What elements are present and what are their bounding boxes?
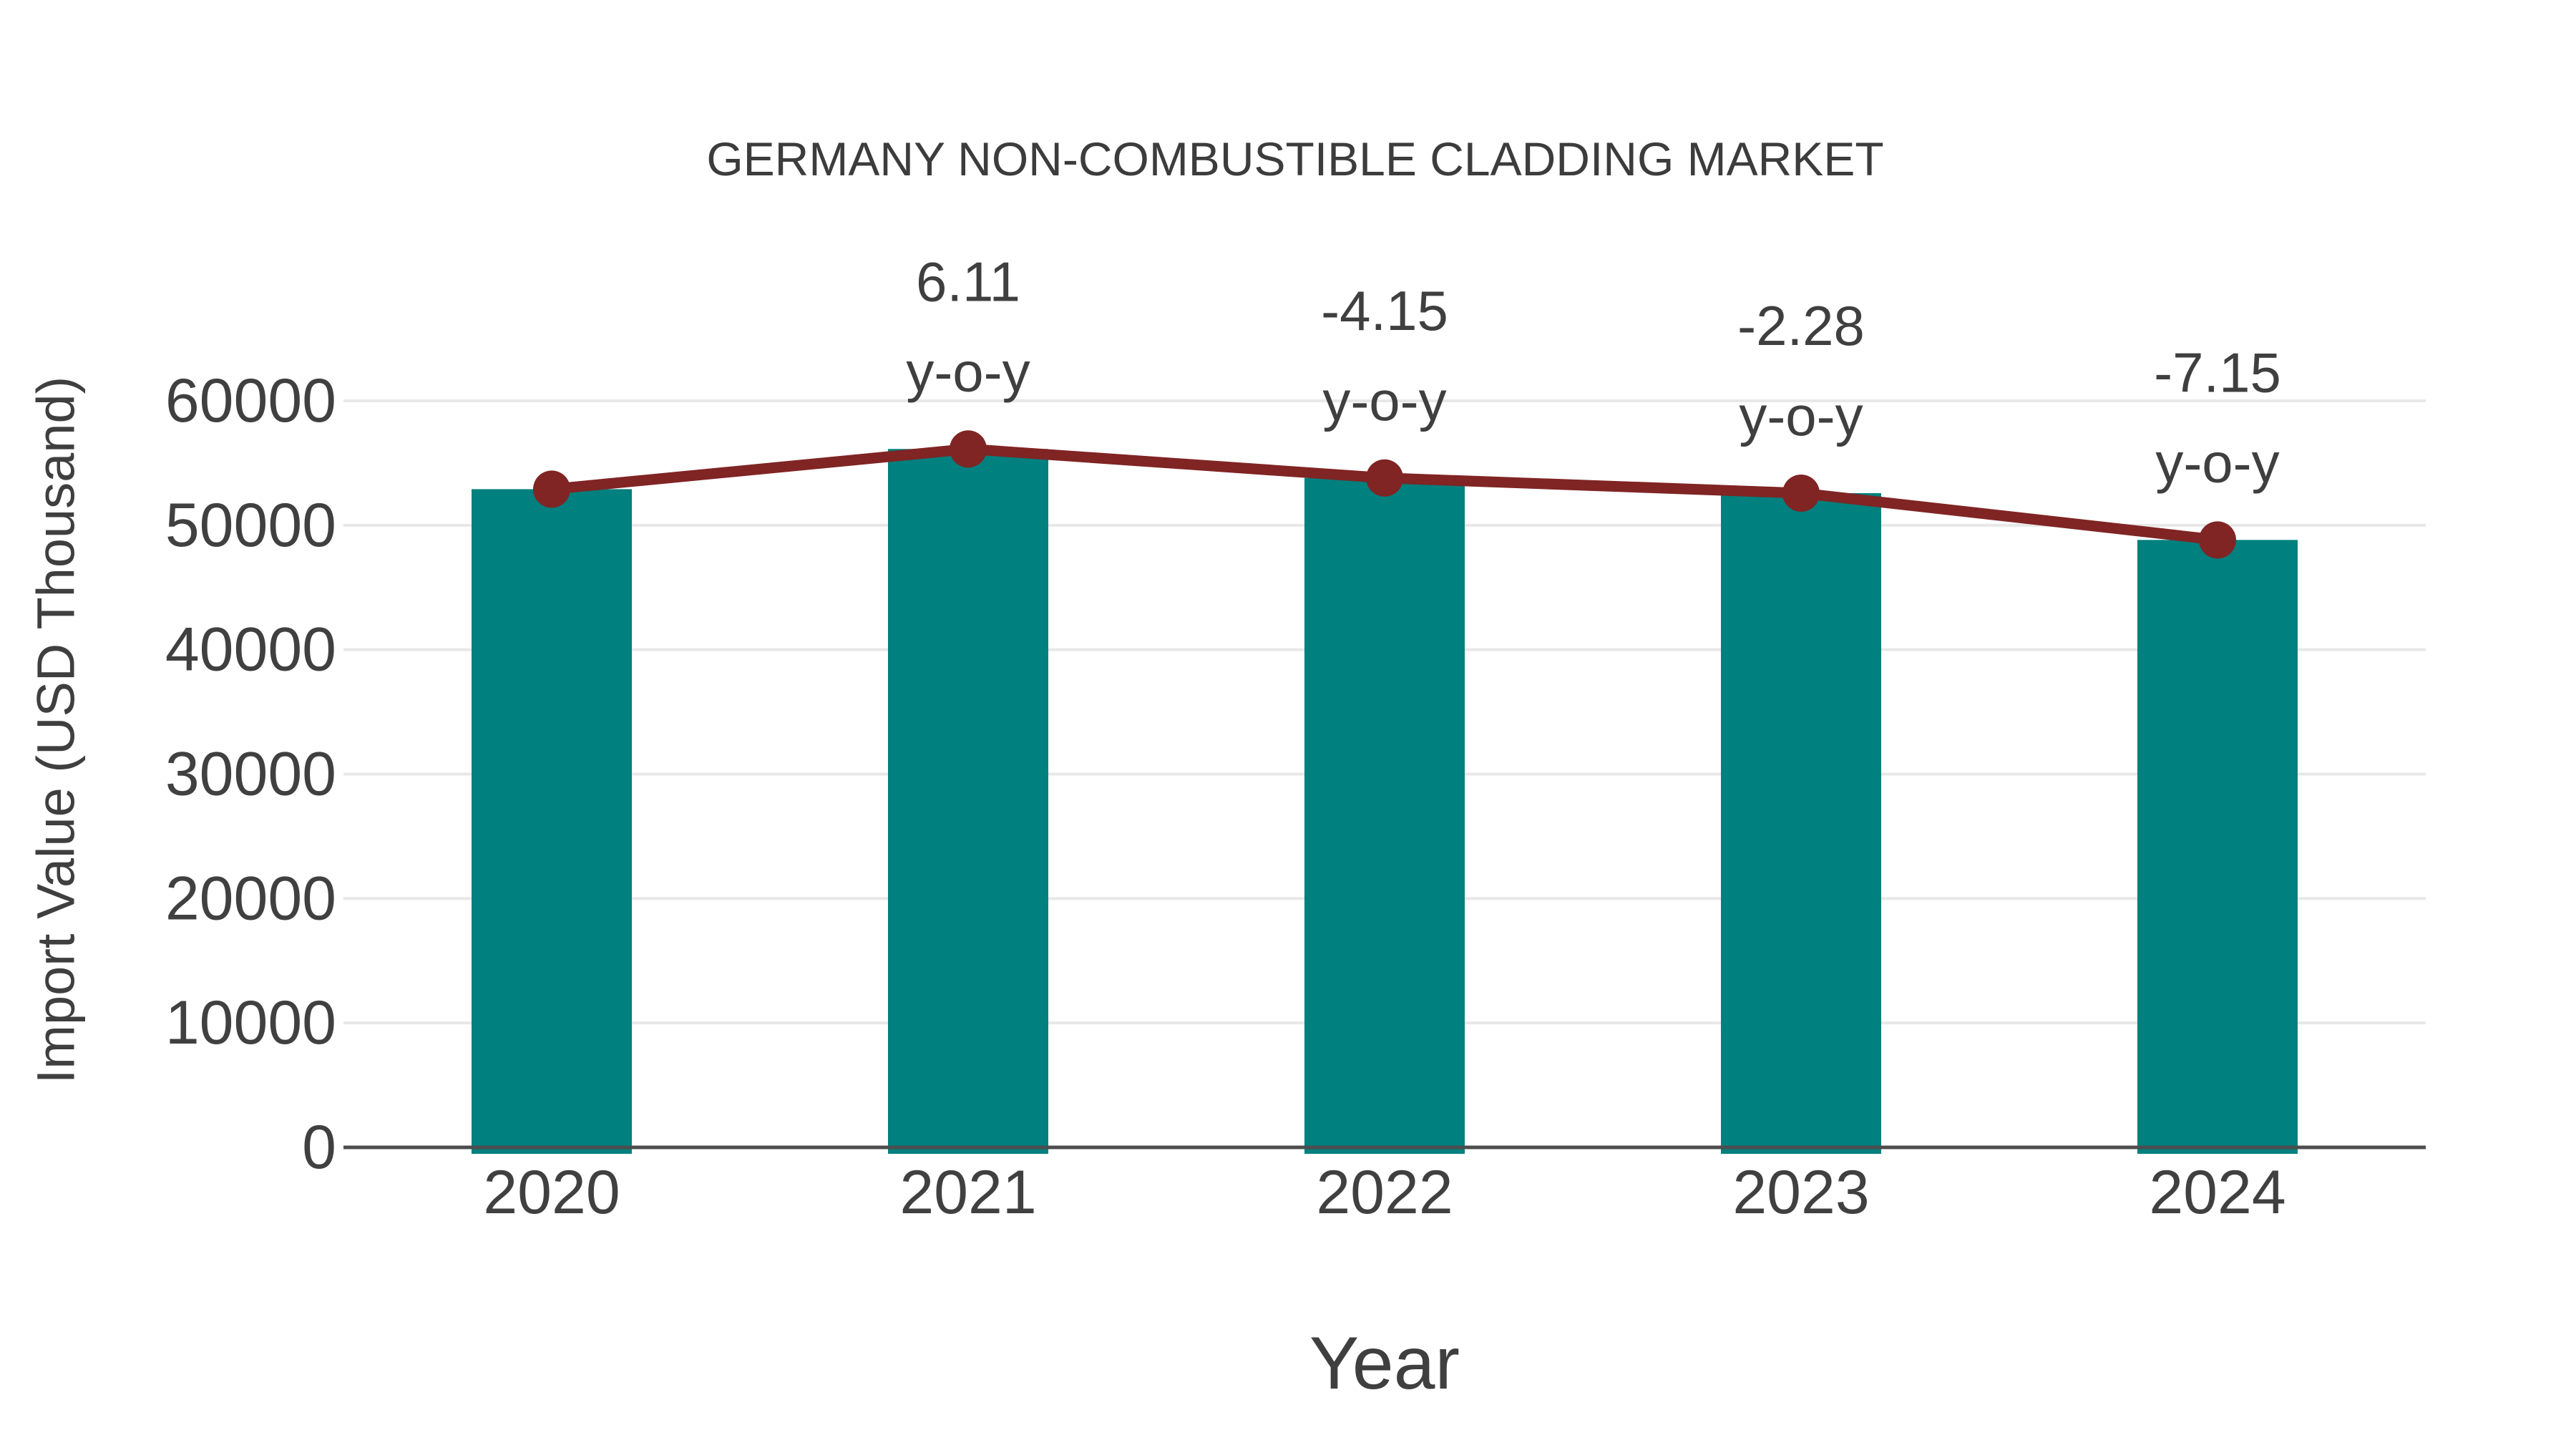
bar <box>1721 492 1881 1154</box>
annotation-value: -4.15 <box>1321 279 1448 342</box>
bar <box>472 489 632 1154</box>
annotation-value: -2.28 <box>1737 294 1865 357</box>
y-tick-labels: 0 10000 20000 30000 40000 50000 60000 <box>165 366 336 1182</box>
yoy-annotations: 6.11 y-o-y -4.15 y-o-y -2.28 y-o-y -7.15 y-o-y <box>906 250 2281 494</box>
x-tick-label: 2021 <box>899 1158 1036 1227</box>
y-tick-label: 10000 <box>165 988 336 1057</box>
trend-marker <box>1366 459 1403 497</box>
x-axis-label: Year <box>1309 1322 1460 1405</box>
trend-marker <box>950 430 987 468</box>
trend-marker <box>533 470 570 508</box>
trend-marker <box>2199 521 2236 559</box>
annotation-unit: y-o-y <box>1739 384 1863 447</box>
bar <box>2137 540 2298 1154</box>
y-axis-label: Import Value (USD Thousand) <box>26 376 86 1084</box>
x-tick-label: 2022 <box>1316 1158 1453 1227</box>
x-tick-label: 2020 <box>483 1158 620 1227</box>
x-tick-label: 2023 <box>1732 1158 1869 1227</box>
annotation-unit: y-o-y <box>1322 369 1446 432</box>
y-tick-label: 20000 <box>165 864 336 933</box>
x-tick-label: 2024 <box>2149 1158 2285 1227</box>
chart-title: GERMANY NON-COMBUSTIBLE CLADDING MARKET <box>706 132 1883 185</box>
annotation-value: 6.11 <box>916 250 1020 313</box>
bar <box>1304 477 1465 1154</box>
x-tick-labels: 2020 2021 2022 2023 2024 <box>483 1158 2285 1227</box>
y-tick-label: 0 <box>302 1113 336 1182</box>
annotation-unit: y-o-y <box>906 340 1030 403</box>
y-tick-label: 30000 <box>165 740 336 809</box>
annotation-value: -7.15 <box>2154 341 2281 404</box>
bar <box>888 449 1048 1154</box>
annotation-unit: y-o-y <box>2155 431 2279 494</box>
y-tick-label: 60000 <box>165 366 336 435</box>
trend-marker <box>1782 474 1820 512</box>
y-tick-label: 50000 <box>165 491 336 560</box>
trend-markers <box>533 430 2236 559</box>
y-tick-label: 40000 <box>165 616 336 684</box>
bar-series <box>472 449 2298 1154</box>
